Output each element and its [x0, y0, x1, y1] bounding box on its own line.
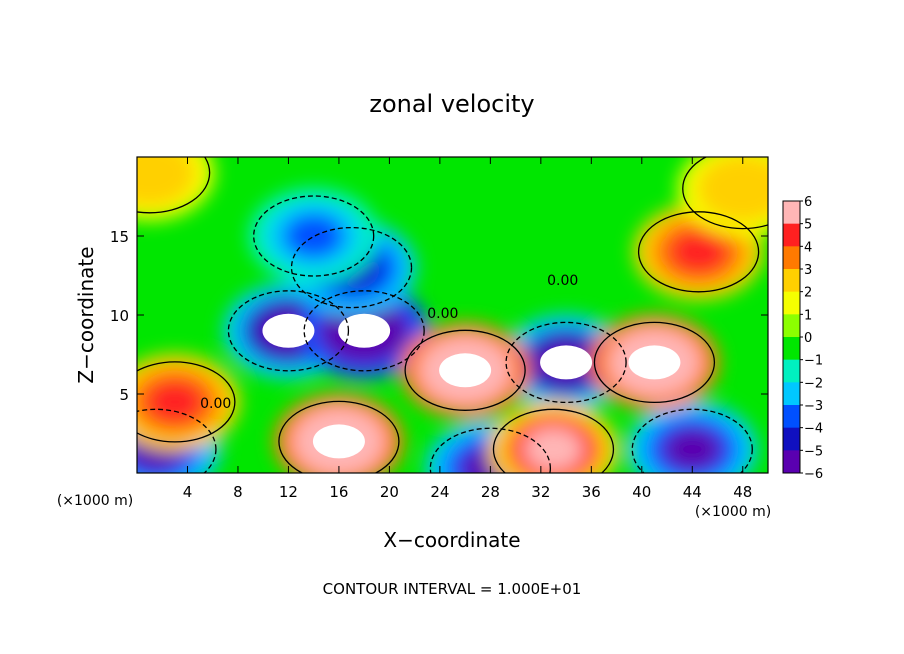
colorbar-swatch-5	[783, 314, 800, 338]
plot-area	[137, 157, 768, 473]
colorbar-tick-label-8: −2	[804, 376, 823, 391]
colorbar-swatch-3	[783, 269, 800, 293]
contour-min-6	[631, 408, 753, 473]
x-unit-right: (×1000 m)	[695, 504, 771, 520]
contour-lines	[137, 157, 768, 473]
colorbar-swatch-6	[783, 337, 800, 361]
x-axis-label: X−coordinate	[383, 528, 520, 552]
colorbar-swatch-0	[783, 201, 800, 225]
x-tick-label-6: 28	[481, 483, 500, 501]
contour-max-13	[637, 211, 760, 293]
colorbar-tick-label-9: −3	[804, 399, 823, 414]
saturated-min-0	[262, 313, 315, 348]
y-tick-label-0: 5	[119, 386, 129, 404]
field-min-6-ring-2	[662, 427, 722, 472]
saturated-regions	[262, 313, 681, 459]
contour-labels: 0.00 0.00 0.00	[200, 273, 578, 412]
x-tick-label-2: 12	[279, 483, 298, 501]
colorbar-swatch-2	[783, 246, 800, 270]
field-max-11-ring-2	[145, 379, 205, 424]
contour-max-12	[492, 408, 615, 473]
contour-max-11	[137, 361, 236, 443]
colorbar-tick-label-3: 3	[804, 263, 812, 278]
colorbar-tick-label-11: −5	[804, 444, 823, 459]
colorbar-swatch-8	[783, 382, 800, 406]
field-max-12-ring-2	[523, 427, 584, 472]
x-tick-label-3: 16	[329, 483, 348, 501]
contour-interval-note: CONTOUR INTERVAL = 1.000E+01	[323, 580, 582, 598]
x-tick-label-4: 20	[380, 483, 399, 501]
colorbar-swatch-7	[783, 359, 800, 383]
colorbar-tick-label-12: −6	[804, 467, 823, 482]
y-axis-label: Z−coordinate	[74, 246, 98, 383]
field-max-15-ring-2	[713, 166, 768, 211]
y-axis: 5 10 15	[110, 228, 768, 404]
field-min-3-ring-2	[283, 214, 344, 258]
x-tick-label-7: 32	[531, 483, 550, 501]
x-tick-label-11: 48	[733, 483, 752, 501]
colorbar-swatch-1	[783, 223, 800, 247]
x-tick-label-5: 24	[430, 483, 449, 501]
field-max-14-ring-2	[137, 157, 180, 195]
contour-label-2: 0.00	[547, 273, 578, 289]
contour-max-15	[682, 157, 768, 230]
contour-min-4	[505, 321, 627, 404]
colorbar-tick-label-4: 2	[804, 286, 812, 301]
contour-min-5	[137, 408, 217, 473]
saturated-min-4	[540, 345, 593, 380]
colorbar-swatch-10	[783, 427, 800, 451]
colorbar-tick-label-6: 0	[804, 331, 812, 346]
colorbar-swatch-4	[783, 291, 800, 315]
contour-min-0	[227, 290, 350, 372]
colorbar-tick-label-10: −4	[804, 422, 823, 437]
field-max-13-ring-2	[668, 229, 729, 274]
colorbar-tick-label-2: 4	[804, 240, 812, 255]
saturated-max-9	[628, 345, 681, 380]
saturated-max-8	[439, 353, 492, 388]
chart-title: zonal velocity	[369, 90, 534, 118]
colorbar-tick-label-1: 5	[804, 218, 812, 233]
x-unit-left: (×1000 m)	[57, 493, 133, 509]
colorbar-tick-label-0: 6	[804, 195, 812, 210]
contour-max-9	[593, 321, 716, 404]
contour-min-7	[429, 427, 551, 473]
contour-max-10	[278, 400, 400, 473]
colorbar-swatch-11	[783, 450, 800, 474]
colorbar: 6 5 4 3 2 1 0 −1 −2 −3 −4 −5 −6	[782, 195, 823, 482]
contour-label-1: 0.00	[427, 306, 458, 322]
colorbar-tick-label-7: −1	[804, 354, 823, 369]
x-tick-label-0: 4	[183, 483, 193, 501]
contour-min-2	[290, 226, 413, 309]
y-tick-label-2: 15	[110, 228, 129, 246]
saturated-min-1	[338, 313, 391, 348]
x-tick-label-9: 40	[632, 483, 651, 501]
contour-min-3	[253, 195, 375, 277]
saturated-max-10	[312, 424, 365, 459]
x-tick-label-1: 8	[233, 483, 243, 501]
contour-max-14	[137, 157, 211, 214]
contour-label-0: 0.00	[200, 396, 231, 412]
colorbar-tick-label-5: 1	[804, 308, 812, 323]
y-tick-label-1: 10	[110, 307, 129, 325]
x-tick-label-10: 44	[683, 483, 702, 501]
colorbar-swatch-9	[783, 405, 800, 429]
contour-min-1	[303, 290, 425, 372]
x-tick-label-8: 36	[582, 483, 601, 501]
x-axis: 4 8 12 16 20 24 28 32 36 40 44 48	[183, 157, 752, 501]
contour-max-8	[404, 329, 526, 411]
